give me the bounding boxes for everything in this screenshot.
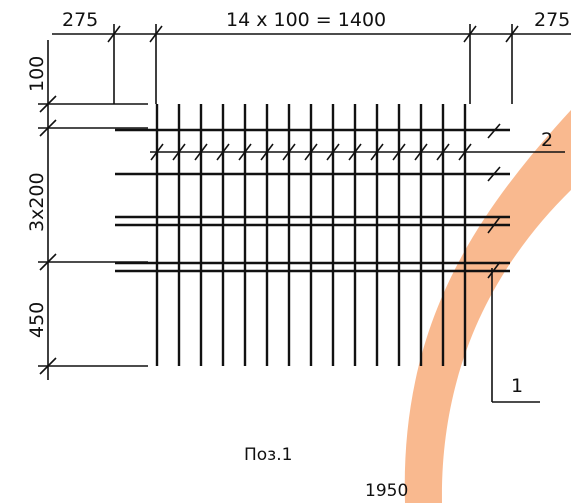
vertical-bars [155, 104, 467, 366]
watermark-arc [404, 110, 571, 503]
dim-left-top: 100 [26, 56, 48, 92]
dim-left-middle: 3x200 [26, 172, 48, 232]
dim-left-bottom: 450 [26, 302, 48, 338]
position-caption: Поз.1 [244, 445, 292, 465]
dim-top-left: 275 [62, 9, 98, 31]
callout-bar-1: 1 [511, 375, 523, 397]
weld-ticks-row [150, 123, 501, 279]
overall-length: 1950 [365, 481, 408, 501]
dim-top-right: 275 [534, 9, 570, 31]
dim-top-middle: 14 x 100 = 1400 [226, 9, 386, 31]
callout-bar-2: 2 [541, 129, 553, 151]
